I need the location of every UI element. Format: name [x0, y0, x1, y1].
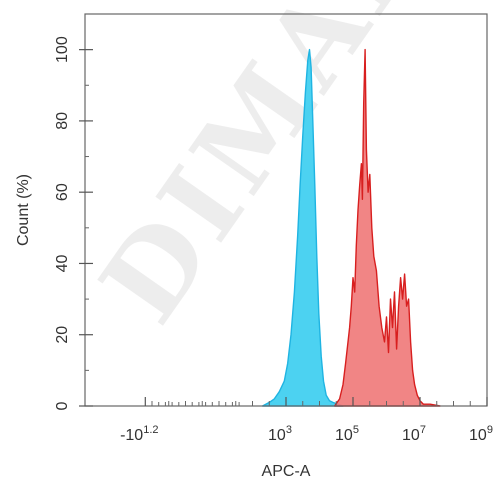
x-tick-label: 103: [268, 424, 292, 444]
x-tick-label: -101.2: [120, 424, 158, 444]
y-axis-title: Count (%): [15, 174, 32, 246]
x-tick-label: 109: [469, 424, 493, 444]
y-tick-label: 40: [54, 254, 71, 272]
y-tick-label: 100: [54, 36, 71, 63]
series-layer: [261, 48, 441, 407]
histogram-series-2: [333, 48, 441, 407]
y-tick-label: 0: [54, 401, 71, 410]
y-tick-label: 20: [54, 326, 71, 344]
x-tick-label: 107: [402, 424, 426, 444]
histogram-series-1: [261, 48, 344, 407]
y-tick-label: 60: [54, 183, 71, 201]
y-axis: 0 20 40 60 80 100: [54, 36, 93, 410]
x-axis: -101.2 103 105 107 109: [120, 397, 493, 444]
x-tick-label: 105: [335, 424, 359, 444]
y-tick-label: 80: [54, 112, 71, 130]
x-axis-title: APC-A: [262, 463, 311, 480]
